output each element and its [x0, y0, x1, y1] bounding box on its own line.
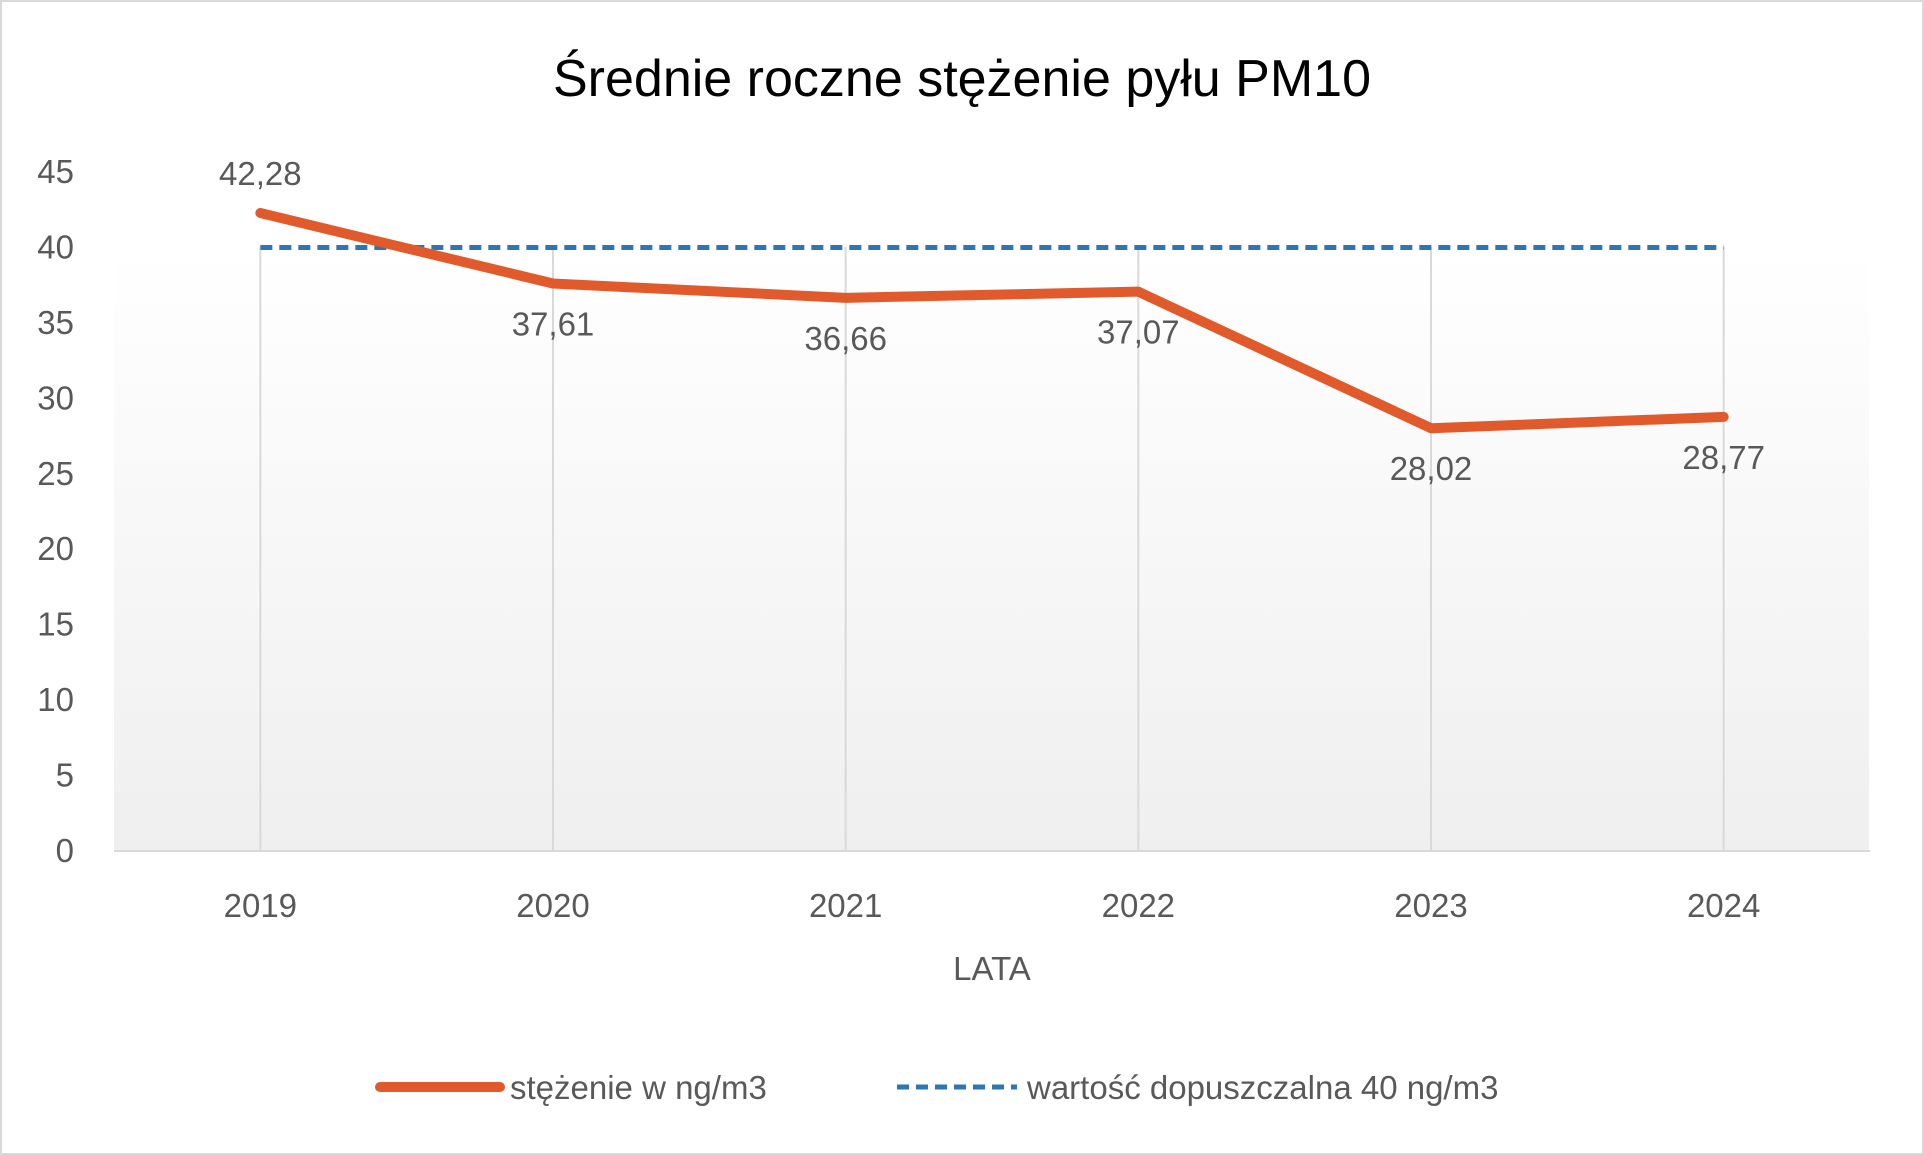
x-tick-label-2020: 2020: [516, 887, 589, 924]
legend: stężenie w ng/m3 wartość dopuszczalna 40…: [375, 1069, 1498, 1106]
data-label-2023: 28,02: [1390, 450, 1473, 487]
y-tick-label-40: 40: [37, 228, 74, 265]
data-point-2019: [258, 211, 263, 216]
y-tick-label-30: 30: [37, 379, 74, 416]
data-label-2021: 36,66: [804, 320, 887, 357]
data-point-2022: [1136, 289, 1141, 294]
legend-label-limit: wartość dopuszczalna 40 ng/m3: [1026, 1069, 1498, 1106]
legend-label-concentration: stężenie w ng/m3: [510, 1069, 767, 1106]
data-point-2024: [1721, 414, 1726, 419]
y-tick-label-15: 15: [37, 606, 74, 643]
x-tick-label-2023: 2023: [1394, 887, 1467, 924]
y-axis-ticks: 0 5 10 15 20 25 30 35 40 45: [37, 153, 74, 869]
x-tick-label-2021: 2021: [809, 887, 882, 924]
data-label-2019: 42,28: [219, 155, 302, 192]
y-tick-label-0: 0: [56, 832, 74, 869]
x-tick-label-2019: 2019: [224, 887, 297, 924]
series: [255, 208, 1729, 434]
y-tick-label-25: 25: [37, 455, 74, 492]
y-tick-label-20: 20: [37, 530, 74, 567]
data-point-2023: [1429, 426, 1433, 431]
data-label-2022: 37,07: [1097, 314, 1180, 351]
x-tick-label-2024: 2024: [1687, 887, 1760, 924]
y-tick-label-45: 45: [37, 153, 74, 190]
data-label-2024: 28,77: [1682, 439, 1765, 476]
x-axis-title: LATA: [953, 950, 1031, 987]
chart-title: Średnie roczne stężenie pyłu PM10: [553, 49, 1371, 108]
series-line-concentration: [255, 208, 1729, 434]
x-axis-ticks: 2019 2020 2021 2022 2023 2024: [224, 887, 1761, 924]
data-point-2021: [843, 295, 848, 300]
data-label-2020: 37,61: [512, 306, 595, 343]
y-tick-label-5: 5: [56, 757, 74, 794]
data-point-2020: [551, 281, 555, 286]
data-labels: 42,28 37,61 36,66 37,07 28,02 28,77: [219, 155, 1765, 487]
y-tick-label-10: 10: [37, 681, 74, 718]
plot-area: [114, 247, 1869, 851]
y-tick-label-35: 35: [37, 304, 74, 341]
x-tick-label-2022: 2022: [1102, 887, 1175, 924]
gridlines: [259, 247, 1725, 851]
